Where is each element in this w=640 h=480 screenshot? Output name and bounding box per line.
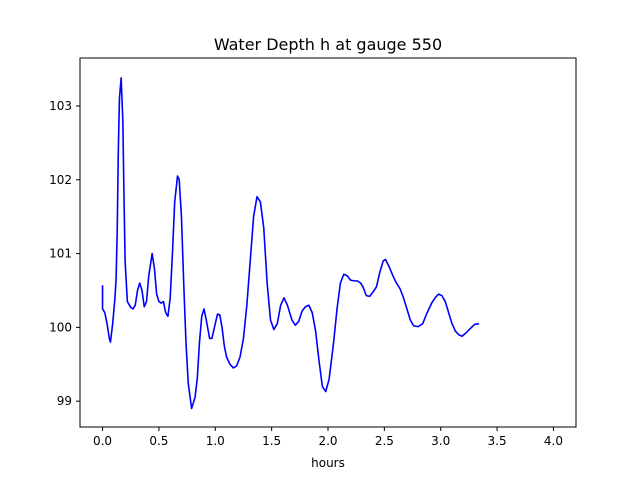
y-axis-ticks: 99 100 101 102 103 — [49, 99, 80, 408]
x-tick-label: 0.5 — [149, 434, 168, 448]
y-tick-label: 99 — [57, 394, 72, 408]
series-line-1 — [101, 77, 480, 410]
chart-title: Water Depth h at gauge 550 — [214, 35, 442, 54]
x-tick-label: 4.0 — [544, 434, 563, 448]
x-tick-label: 2.0 — [318, 434, 337, 448]
x-tick-label: 3.5 — [488, 434, 507, 448]
y-tick-label: 101 — [49, 247, 72, 261]
x-axis-ticks: 0.0 0.5 1.0 1.5 2.0 2.5 3.0 3.5 4.0 — [93, 427, 563, 448]
y-tick-label: 103 — [49, 99, 72, 113]
x-tick-label: 0.0 — [93, 434, 112, 448]
x-tick-label: 2.5 — [375, 434, 394, 448]
x-tick-label: 1.0 — [206, 434, 225, 448]
y-tick-label: 102 — [49, 173, 72, 187]
plot-background — [80, 58, 576, 427]
x-tick-label: 1.5 — [262, 434, 281, 448]
x-axis-label: hours — [311, 456, 345, 470]
plot-area — [79, 57, 577, 428]
y-tick-label: 100 — [49, 320, 72, 334]
x-tick-label: 3.0 — [431, 434, 450, 448]
